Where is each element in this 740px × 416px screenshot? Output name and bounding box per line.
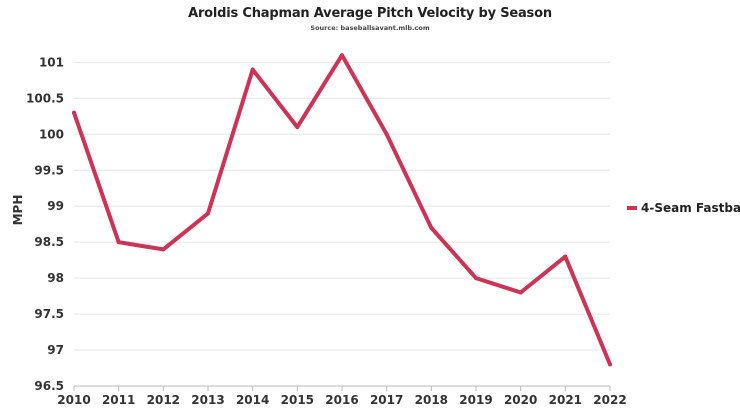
data-point[interactable] [116, 240, 121, 245]
y-tick-label: 98.5 [34, 235, 64, 249]
data-point[interactable] [518, 290, 523, 295]
y-tick-label: 97 [47, 343, 64, 357]
x-tick-label: 2021 [549, 393, 582, 407]
y-tick-label: 100 [39, 127, 64, 141]
chart-subtitle: Source: baseballsavant.mlb.com [310, 24, 430, 32]
legend[interactable]: 4-Seam Fastball [627, 201, 740, 215]
x-tick-label: 2014 [236, 393, 269, 407]
y-tick-label: 99 [47, 199, 64, 213]
data-point[interactable] [384, 132, 389, 137]
x-tick-label: 2016 [325, 393, 358, 407]
data-point[interactable] [474, 276, 478, 281]
y-tick-label: 97.5 [34, 307, 64, 321]
y-tick-labels: 96.5 97 97.5 98 98.5 99 99.5 100 100.5 101 [26, 55, 64, 393]
data-point[interactable] [295, 125, 300, 130]
x-tick-labels: 2010 2011 2012 2013 2014 2015 2016 2017 2018 2019… [57, 393, 626, 407]
data-point[interactable] [206, 211, 210, 216]
axes [73, 385, 611, 391]
data-point[interactable] [429, 225, 434, 230]
y-tick-label: 99.5 [34, 163, 64, 177]
series [72, 53, 612, 367]
data-point[interactable] [72, 110, 76, 115]
x-tick-label: 2011 [102, 393, 135, 407]
x-tick-label: 2018 [415, 393, 448, 407]
y-tick-label: 101 [39, 55, 64, 69]
y-tick-label: 96.5 [34, 379, 64, 393]
data-point[interactable] [563, 254, 568, 259]
x-tick-label: 2020 [504, 393, 537, 407]
legend-label: 4-Seam Fastball [641, 201, 740, 215]
y-axis-label: MPH [11, 195, 25, 226]
x-tick-label: 2022 [593, 393, 626, 407]
x-tick-label: 2013 [191, 393, 224, 407]
x-tick-label: 2015 [281, 393, 314, 407]
x-tick-label: 2012 [147, 393, 180, 407]
data-point[interactable] [608, 362, 612, 367]
y-tick-label: 100.5 [26, 91, 64, 105]
series-line[interactable] [72, 53, 612, 367]
y-tick-label: 98 [47, 271, 64, 285]
x-tick-label: 2010 [57, 393, 90, 407]
grid-lines [74, 61, 610, 351]
x-tick-label: 2019 [459, 393, 492, 407]
data-point[interactable] [161, 247, 166, 252]
x-tick-label: 2017 [370, 393, 403, 407]
chart-title: Aroldis Chapman Average Pitch Velocity b… [188, 6, 552, 21]
data-point[interactable] [340, 53, 344, 58]
data-point[interactable] [250, 67, 255, 72]
